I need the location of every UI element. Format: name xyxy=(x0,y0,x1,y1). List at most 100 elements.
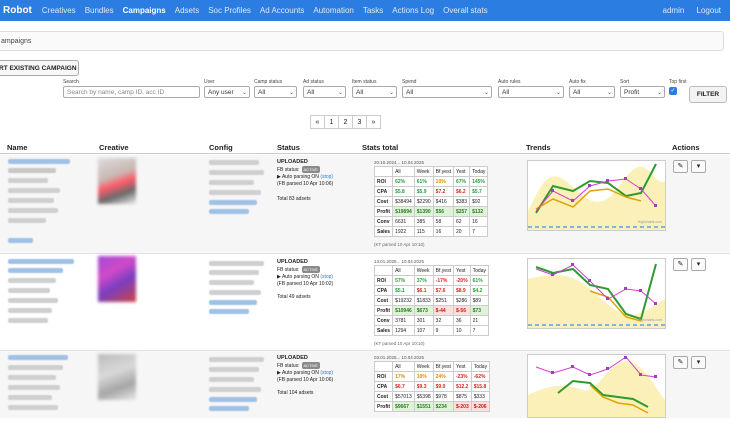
caret-down-icon[interactable]: ▾ xyxy=(691,356,706,369)
spend-select[interactable]: All ⌄ xyxy=(402,86,492,98)
campaign-name-link[interactable] xyxy=(8,355,68,360)
campaign-name-link[interactable] xyxy=(8,268,63,273)
config-link[interactable] xyxy=(209,406,249,411)
stats-cell: $333 xyxy=(470,391,491,402)
nav-actions-log[interactable]: Actions Log xyxy=(392,6,435,15)
sort-select[interactable]: Profit ⌄ xyxy=(620,86,665,98)
auto-parsing-label: ▶ Auto parsing ON xyxy=(277,174,319,180)
pencil-square-icon[interactable]: ✎ xyxy=(673,160,688,173)
stats-cell: 62 xyxy=(452,216,471,227)
auto-rules-value: All xyxy=(502,89,510,96)
stats-cell: $15.8 xyxy=(470,381,491,392)
checkbox-checked-icon[interactable]: ✓ xyxy=(669,87,677,95)
user-name[interactable]: admin xyxy=(662,6,685,15)
row-divider xyxy=(0,253,730,254)
config-link[interactable] xyxy=(209,300,257,305)
brand-logo[interactable]: Robot xyxy=(3,5,32,16)
stats-cell: $57013 xyxy=(392,391,415,402)
page-2[interactable]: 2 xyxy=(338,115,353,129)
logout-link[interactable]: Logout xyxy=(696,6,721,15)
campaign-meta xyxy=(8,278,56,283)
user-filter-label: User xyxy=(204,79,215,85)
stats-cell: 20 xyxy=(452,226,471,237)
chart-credit[interactable]: Highcharts.com xyxy=(637,318,662,322)
camp-status-select[interactable]: All ⌄ xyxy=(254,86,297,98)
page-prev[interactable]: « xyxy=(310,115,325,129)
stats-row-label: Profit xyxy=(373,206,394,217)
campaign-link[interactable] xyxy=(8,238,33,243)
stats-row: Sales 1294 107 9 10 7 xyxy=(373,325,490,336)
stats-header-cell: Week xyxy=(413,361,434,372)
stats-header-cell xyxy=(373,361,394,372)
stop-parsing-link[interactable]: (stop) xyxy=(320,174,334,180)
stats-header-cell xyxy=(373,265,394,276)
config-line xyxy=(209,180,254,185)
filter-button[interactable]: FILTER xyxy=(689,86,727,103)
stats-row: CPA $5.1 $6.1 $7.6 $8.9 $4.2 xyxy=(373,285,490,296)
total-adsets: Total 83 adsets xyxy=(277,196,311,202)
nav-adsets[interactable]: Adsets xyxy=(174,6,200,15)
top-first-label: Top first xyxy=(669,79,687,85)
config-link[interactable] xyxy=(209,397,257,402)
auto-rules-select[interactable]: All ⌄ xyxy=(498,86,564,98)
stats-header-cell: Yest xyxy=(452,166,471,177)
stats-header-cell: Today xyxy=(470,361,491,372)
stats-cell: -17% xyxy=(432,275,454,286)
stats-cell: $4.2 xyxy=(469,285,490,296)
stop-parsing-link[interactable]: (stop) xyxy=(320,370,334,376)
stats-row-label: ROI xyxy=(373,176,394,187)
stats-cell: 3781 xyxy=(392,315,415,326)
chart-credit[interactable]: Highcharts.com xyxy=(637,220,662,224)
status-block: UPLOADED FB status: ACTIVE ▶ Auto parsing… xyxy=(277,159,333,188)
col-actions[interactable]: Actions xyxy=(672,143,700,152)
stop-parsing-link[interactable]: (stop) xyxy=(320,274,334,280)
nav-ad-accounts[interactable]: Ad Accounts xyxy=(259,6,305,15)
nav-soc-profiles[interactable]: Soc Profiles xyxy=(208,6,251,15)
ad-status-select[interactable]: All ⌄ xyxy=(303,86,346,98)
config-link[interactable] xyxy=(209,309,249,314)
nav-tasks[interactable]: Tasks xyxy=(362,6,384,15)
stats-cell: $56 xyxy=(432,206,454,217)
nav-creatives[interactable]: Creatives xyxy=(41,6,76,15)
stats-cell: $7.2 xyxy=(432,186,454,197)
config-link[interactable] xyxy=(209,209,249,214)
campaign-name-link[interactable] xyxy=(8,159,70,164)
nav-bundles[interactable]: Bundles xyxy=(84,6,114,15)
stats-cell: $10946 xyxy=(392,305,415,316)
stats-cell: $7.6 xyxy=(432,285,454,296)
item-status-select[interactable]: All ⌄ xyxy=(352,86,397,98)
stats-cell: $5.8 xyxy=(392,186,415,197)
col-config[interactable]: Config xyxy=(209,143,233,152)
caret-down-icon[interactable]: ▾ xyxy=(691,160,706,173)
chevron-down-icon: ⌄ xyxy=(555,90,561,96)
stats-header-cell: Bf.yest xyxy=(432,265,454,276)
page-next[interactable]: » xyxy=(366,115,381,129)
nav-campaigns[interactable]: Campaigns xyxy=(122,6,166,15)
status-badge: ACTIVE xyxy=(301,166,320,173)
nav-overall-stats[interactable]: Overall stats xyxy=(443,6,488,15)
col-stats[interactable]: Stats total xyxy=(362,143,399,152)
pencil-square-icon[interactable]: ✎ xyxy=(673,258,688,271)
col-name[interactable]: Name xyxy=(7,143,28,152)
nav-automation[interactable]: Automation xyxy=(313,6,354,15)
col-status[interactable]: Status xyxy=(277,143,300,152)
caret-down-icon[interactable]: ▾ xyxy=(691,258,706,271)
stats-header-cell: Today xyxy=(469,265,490,276)
stats-cell: $19894 xyxy=(392,206,415,217)
search-input[interactable]: Search by name, camp ID, acc ID xyxy=(63,86,200,98)
user-filter-select[interactable]: Any user ⌄ xyxy=(204,86,250,98)
start-existing-campaign-button[interactable]: RT EXISTING CAMPAIGN xyxy=(0,60,79,76)
config-link[interactable] xyxy=(209,200,257,205)
creative-thumbnail[interactable] xyxy=(98,256,136,302)
stats-row: ROI 57% 37% -17% -20% 61% xyxy=(373,275,490,286)
pencil-square-icon[interactable]: ✎ xyxy=(673,356,688,369)
campaign-name-link[interactable] xyxy=(8,259,74,264)
stats-cell: 67% xyxy=(452,176,471,187)
page-3[interactable]: 3 xyxy=(352,115,367,129)
col-creative[interactable]: Creative xyxy=(99,143,129,152)
page-1[interactable]: 1 xyxy=(324,115,339,129)
creative-thumbnail[interactable] xyxy=(98,354,136,400)
auto-fix-select[interactable]: All ⌄ xyxy=(569,86,615,98)
creative-thumbnail[interactable] xyxy=(98,158,136,204)
col-trends[interactable]: Trends xyxy=(526,143,551,152)
